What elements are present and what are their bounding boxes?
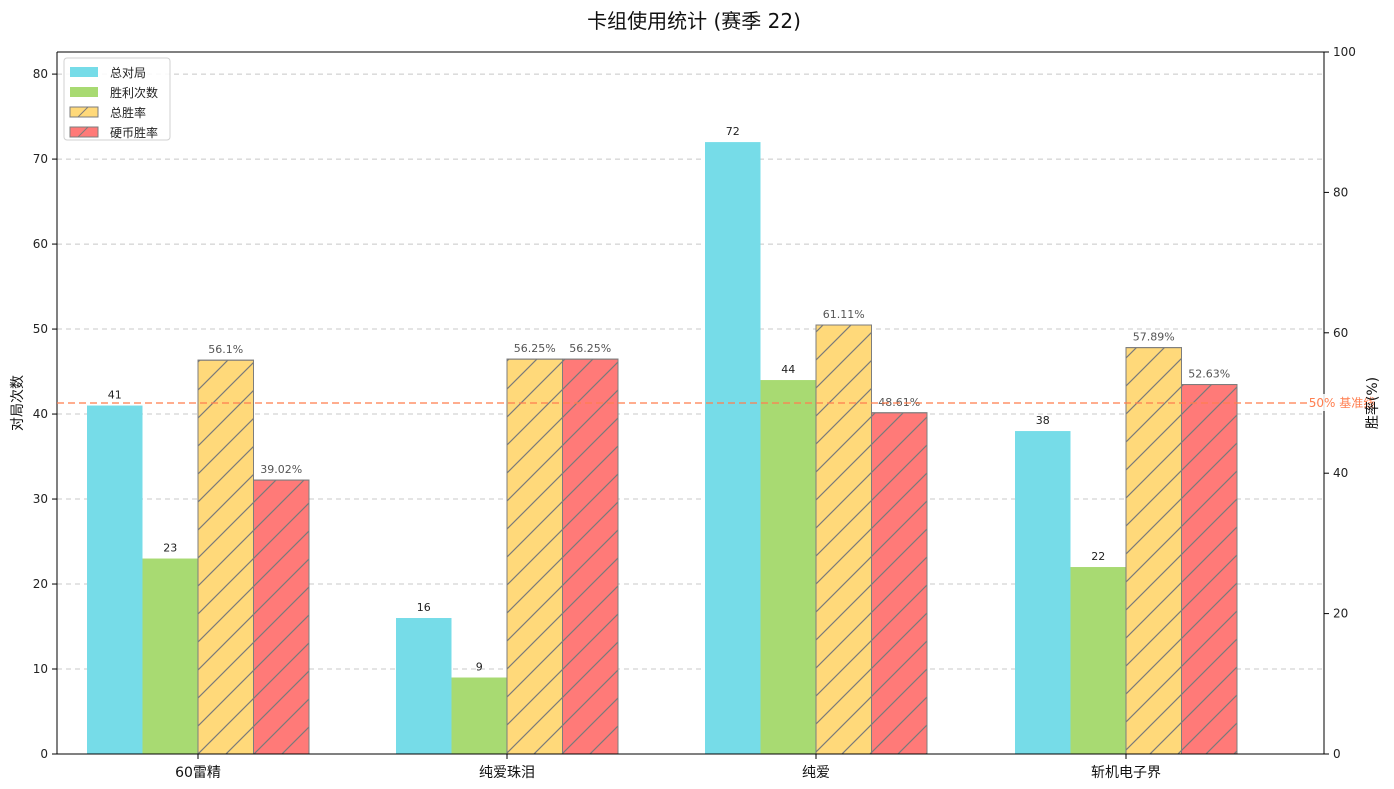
chart-title: 卡组使用统计 (赛季 22): [587, 9, 801, 33]
legend-label: 胜利次数: [110, 85, 158, 100]
bar: [87, 405, 143, 754]
y-tick-label-right: 0: [1333, 747, 1341, 761]
bar-group: [1070, 567, 1126, 754]
bar-group: [1181, 384, 1238, 755]
x-tick-label: 纯爱珠泪: [479, 765, 535, 781]
bar-value-label: 52.63%: [1188, 368, 1230, 381]
bar-value-label: 9: [476, 661, 483, 674]
bar-group: [197, 359, 254, 755]
bar-value-label: 41: [108, 389, 122, 402]
legend-label: 总对局: [110, 66, 146, 80]
y-tick-label-right: 40: [1333, 466, 1348, 480]
bar: [705, 142, 761, 755]
bar-group: [705, 142, 761, 755]
x-tick-label: 纯爱: [802, 765, 830, 781]
bar-value-label: 16: [417, 601, 431, 614]
bar-group: [760, 380, 816, 754]
x-tick-label: 60雷精: [175, 765, 221, 781]
bar-group: [253, 479, 310, 755]
y-axis-label-left: 对局次数: [10, 375, 26, 431]
reference-line-group: 50% 基准线: [57, 394, 1377, 411]
bar-group: [142, 558, 198, 754]
legend-swatch: [69, 126, 99, 138]
bar: [1070, 567, 1126, 754]
value-labels: 41 16 72 38 23 9 44 22 56.1% 56.25% 61.11% 57.89% 39…: [108, 125, 1230, 673]
bar-value-label: 72: [726, 125, 740, 138]
bar-group: [871, 412, 928, 755]
bar-hatch: [562, 358, 619, 755]
bar-hatch: [253, 479, 310, 755]
bar-hatch: [1181, 384, 1238, 755]
bar-group: [87, 405, 143, 754]
y-tick-label-right: 80: [1333, 185, 1348, 199]
y-tick-label-left: 40: [33, 407, 48, 421]
bar: [142, 558, 198, 754]
bar-value-label: 39.02%: [260, 463, 302, 476]
bar-value-label: 57.89%: [1133, 331, 1175, 344]
bar-hatch: [1125, 347, 1182, 755]
bar-value-label: 56.25%: [569, 342, 611, 355]
y-tick-label-right: 60: [1333, 326, 1348, 340]
legend-label: 总胜率: [110, 105, 146, 120]
bar-group: [451, 677, 507, 754]
bar: [451, 677, 507, 754]
y-tick-label-left: 10: [33, 662, 48, 676]
bar-hatch: [197, 359, 254, 755]
axes: 0 10 20 30 40 50 60 70 80 0 20 40 60 80 100 60雷精 纯爱珠泪 纯爱 斩…: [33, 45, 1356, 781]
bars: [87, 142, 1238, 755]
bar-value-label: 56.25%: [514, 342, 556, 355]
bar-group: [396, 618, 452, 754]
y-tick-label-left: 30: [33, 492, 48, 506]
bar-value-label: 56.1%: [208, 343, 243, 356]
bar: [1015, 431, 1071, 754]
bar-group: [1015, 431, 1071, 754]
legend-swatch-hatch: [77, 106, 89, 118]
y-tick-label-left: 80: [33, 67, 48, 81]
reference-line-label: 50% 基准线: [1309, 396, 1376, 410]
bar: [396, 618, 452, 754]
bar-hatch: [815, 324, 872, 755]
reference-label-bg: [1307, 394, 1377, 411]
x-tick-label: 斩机电子界: [1091, 765, 1161, 781]
bar-group: [815, 324, 872, 755]
bar-hatch: [506, 358, 563, 755]
legend-label: 硬币胜率: [110, 125, 158, 140]
y-tick-label-left: 60: [33, 237, 48, 251]
y-tick-label-left: 70: [33, 152, 48, 166]
legend-swatch: [70, 87, 98, 97]
bar-value-label: 61.11%: [823, 308, 865, 321]
bar-hatch: [871, 412, 928, 755]
bar-value-label: 22: [1091, 550, 1105, 563]
y-axis-label-right: 胜率(%): [1364, 377, 1381, 429]
bar-value-label: 38: [1036, 414, 1050, 427]
y-tick-label-right: 20: [1333, 607, 1348, 621]
bar-group: [562, 358, 619, 755]
legend-box: [63, 57, 171, 141]
y-tick-label-right: 100: [1333, 45, 1356, 59]
bar-group: [506, 358, 563, 755]
y-tick-label-left: 20: [33, 577, 48, 591]
bar-value-label: 23: [163, 542, 177, 555]
y-tick-label-left: 0: [40, 747, 48, 761]
y-tick-label-left: 50: [33, 322, 48, 336]
bar-value-label: 44: [781, 363, 795, 376]
legend-swatch: [69, 106, 99, 118]
bar: [760, 380, 816, 754]
bar-group: [1125, 347, 1182, 755]
legend-swatch-hatch: [77, 126, 89, 138]
legend-swatch: [70, 67, 98, 77]
